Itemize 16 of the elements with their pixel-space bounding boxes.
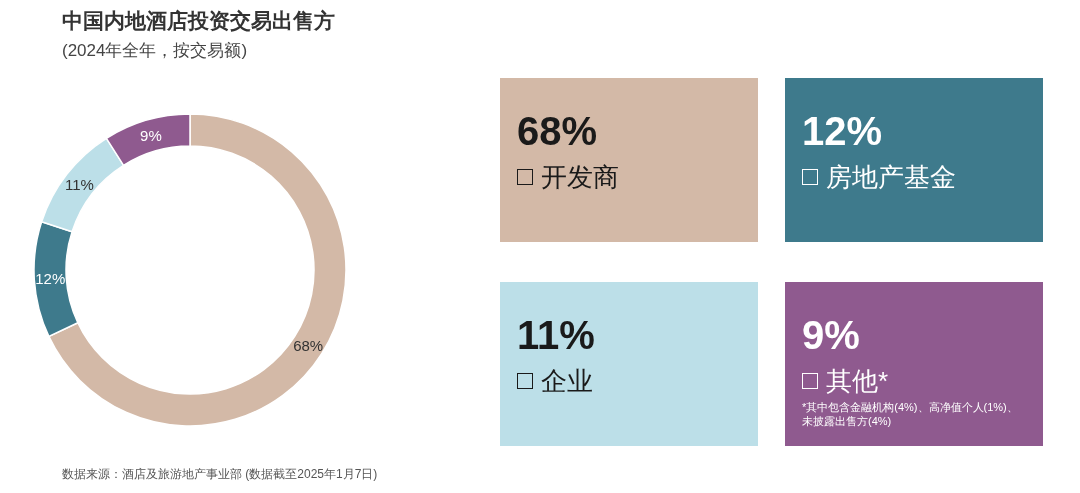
source-note: 数据来源：酒店及旅游地产事业部 (数据截至2025年1月7日) — [62, 467, 378, 481]
legend-label: 房地产基金 — [826, 161, 956, 194]
text: *其中包含金融机构(4%)、高净值个人(1%)、未披露出售方(4%) — [802, 400, 1019, 428]
text: 12% — [802, 109, 883, 153]
legend-label: 企业 — [541, 365, 593, 398]
data-label: 68% — [293, 336, 324, 354]
text: 68% — [517, 109, 598, 153]
text: 11% — [517, 313, 595, 357]
legend-label: 其他* — [826, 365, 889, 398]
legend-label: 开发商 — [541, 161, 619, 194]
chart-subtitle: (2024年全年，按交易额) — [62, 41, 248, 60]
data-label: 11% — [64, 175, 94, 193]
text: 9% — [802, 313, 860, 357]
chart-title: 中国内地酒店投资交易出售方 — [62, 9, 335, 32]
data-label: 12% — [35, 270, 66, 288]
data-label: 9% — [140, 127, 162, 145]
